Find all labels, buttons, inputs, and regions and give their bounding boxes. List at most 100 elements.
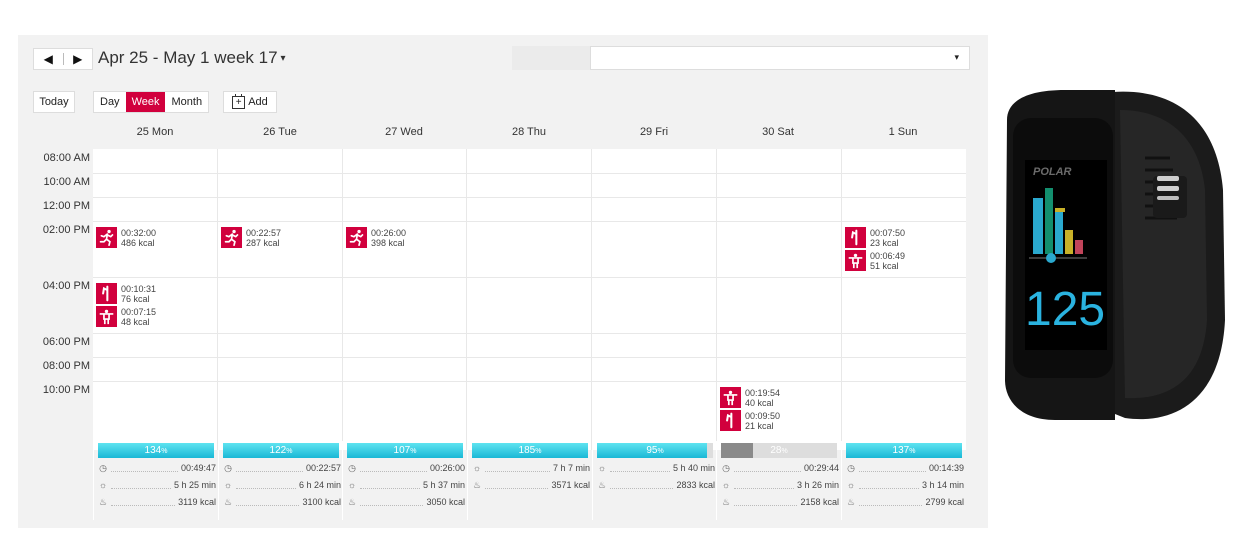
stopwatch-icon: ◷: [99, 462, 107, 473]
next-week-button[interactable]: ▶: [64, 49, 93, 69]
session-calories: 21 kcal: [745, 421, 774, 431]
activity-goal-bar: 122%: [223, 443, 339, 458]
filter-select[interactable]: ▾: [590, 46, 970, 70]
time-label: 10:00 AM: [43, 176, 90, 188]
training-session[interactable]: 00:06:49 51 kcal: [845, 250, 905, 271]
grid-line: [466, 149, 467, 450]
training-calendar: ◀ ▶ Apr 25 - May 1 week 17 ▾ ▾ Today Day …: [18, 35, 988, 528]
summary-stat: ♨ 2833 kcal: [597, 479, 715, 491]
session-calories: 486 kcal: [121, 238, 155, 248]
stat-value: 3050 kcal: [426, 497, 465, 507]
time-label: 08:00 AM: [43, 152, 90, 164]
walking-icon: [845, 227, 866, 248]
session-calories: 40 kcal: [745, 398, 774, 408]
stat-value: 2833 kcal: [676, 480, 715, 490]
activity-icon: ☼: [347, 480, 357, 490]
training-session[interactable]: 00:09:50 21 kcal: [720, 410, 780, 431]
day-summary[interactable]: 107% ◷ 00:26:00 ☼ 5 h 37 min ♨ 3050 kcal: [342, 441, 466, 520]
day-summary[interactable]: 134% ◷ 00:49:47 ☼ 5 h 25 min ♨ 3119 kcal: [93, 441, 217, 520]
running-icon: [96, 227, 117, 248]
session-duration: 00:19:54: [745, 388, 781, 398]
training-session[interactable]: 00:32:00 486 kcal: [96, 227, 156, 248]
summary-stat: ☼ 5 h 25 min: [98, 479, 216, 491]
stat-value: 00:22:57: [305, 463, 341, 473]
dotted-leader: [360, 465, 427, 472]
training-session[interactable]: 00:07:15 48 kcal: [96, 306, 156, 327]
stat-value: 2158 kcal: [800, 497, 839, 507]
activity-goal-fill: [98, 443, 214, 458]
add-button[interactable]: + Add: [223, 91, 277, 113]
session-duration: 00:09:50: [745, 411, 781, 421]
activity-goal-bar: 137%: [846, 443, 962, 458]
dotted-leader: [111, 482, 171, 489]
day-summary[interactable]: 28% ◷ 00:29:44 ☼ 3 h 26 min ♨ 2158 kcal: [716, 441, 840, 520]
polar-a360-watch-image: POLAR 125: [1005, 90, 1225, 420]
grid-line: [342, 149, 343, 450]
training-session[interactable]: 00:10:31 76 kcal: [96, 283, 156, 304]
day-header: 26 Tue: [263, 126, 297, 138]
activity-goal-percent: 185%: [518, 445, 542, 456]
activity-goal-percent: 95%: [646, 445, 664, 456]
previous-week-button[interactable]: ◀: [34, 49, 63, 69]
add-label: Add: [248, 96, 268, 108]
heart-rate-value: 125: [1025, 283, 1105, 336]
activity-goal-fill: [846, 443, 962, 458]
grid-line: [93, 221, 966, 222]
training-session[interactable]: 00:19:54 40 kcal: [720, 387, 780, 408]
week-title-dropdown[interactable]: Apr 25 - May 1 week 17 ▾: [98, 48, 286, 68]
summary-stat: ♨ 2799 kcal: [846, 496, 964, 508]
grid-line: [93, 197, 966, 198]
activity-goal-bar: 28%: [721, 443, 837, 458]
flame-icon: ♨: [98, 496, 108, 507]
flame-icon: ♨: [721, 496, 731, 507]
activity-goal-percent: 137%: [892, 445, 916, 456]
session-calories: 48 kcal: [121, 317, 150, 327]
session-calories: 51 kcal: [870, 261, 899, 271]
activity-goal-fill: [597, 443, 708, 458]
stat-value: 00:26:00: [429, 463, 465, 473]
week-title: Apr 25 - May 1 week 17: [98, 48, 278, 67]
dotted-leader: [734, 499, 798, 506]
today-button[interactable]: Today: [33, 91, 75, 113]
dotted-leader: [360, 499, 424, 506]
training-session[interactable]: 00:22:57 287 kcal: [221, 227, 281, 248]
summary-stat: ♨ 3100 kcal: [223, 496, 341, 508]
grid-line: [93, 357, 966, 358]
grid-line: [93, 173, 966, 174]
session-duration: 00:10:31: [121, 284, 157, 294]
arrow-left-icon: ◀: [43, 52, 53, 66]
activity-goal-bar: 107%: [347, 443, 463, 458]
arrow-right-icon: ▶: [73, 52, 83, 66]
summary-stat: ◷ 00:49:47: [98, 462, 216, 474]
caret-down-icon: ▾: [280, 53, 286, 64]
session-duration: 00:22:57: [246, 228, 282, 238]
view-switcher: Day Week Month: [93, 91, 210, 113]
day-view-button[interactable]: Day: [100, 96, 120, 108]
week-view-button[interactable]: Week: [125, 92, 166, 112]
activity-goal-bar: 134%: [98, 443, 214, 458]
running-icon: [346, 227, 367, 248]
stopwatch-icon: ◷: [348, 462, 356, 473]
week-grid[interactable]: [93, 149, 966, 450]
dotted-leader: [859, 482, 919, 489]
month-view-button[interactable]: Month: [171, 96, 203, 108]
stat-value: 6 h 24 min: [298, 480, 341, 490]
week-navigation: ◀ ▶: [33, 48, 93, 70]
day-summary[interactable]: 122% ◷ 00:22:57 ☼ 6 h 24 min ♨ 3100 kcal: [218, 441, 342, 520]
training-session[interactable]: 00:26:00 398 kcal: [346, 227, 406, 248]
training-session[interactable]: 00:07:50 23 kcal: [845, 227, 905, 248]
day-summary[interactable]: 95% ☼ 5 h 40 min ♨ 2833 kcal: [592, 441, 716, 520]
stat-value: 5 h 37 min: [422, 480, 465, 490]
calendar-add-icon: +: [232, 93, 246, 109]
day-summary[interactable]: 185% ☼ 7 h 7 min ♨ 3571 kcal: [467, 441, 591, 520]
day-header: 1 Sun: [888, 126, 918, 138]
session-calories: 287 kcal: [246, 238, 280, 248]
stopwatch-icon: ◷: [224, 462, 232, 473]
day-header: 25 Mon: [136, 126, 174, 138]
stat-value: 3119 kcal: [178, 497, 216, 507]
flame-icon: ♨: [597, 479, 607, 490]
activity-goal-fill: [721, 443, 754, 458]
running-icon: [221, 227, 242, 248]
dotted-leader: [610, 482, 674, 489]
day-summary[interactable]: 137% ◷ 00:14:39 ☼ 3 h 14 min ♨ 2799 kcal: [841, 441, 965, 520]
